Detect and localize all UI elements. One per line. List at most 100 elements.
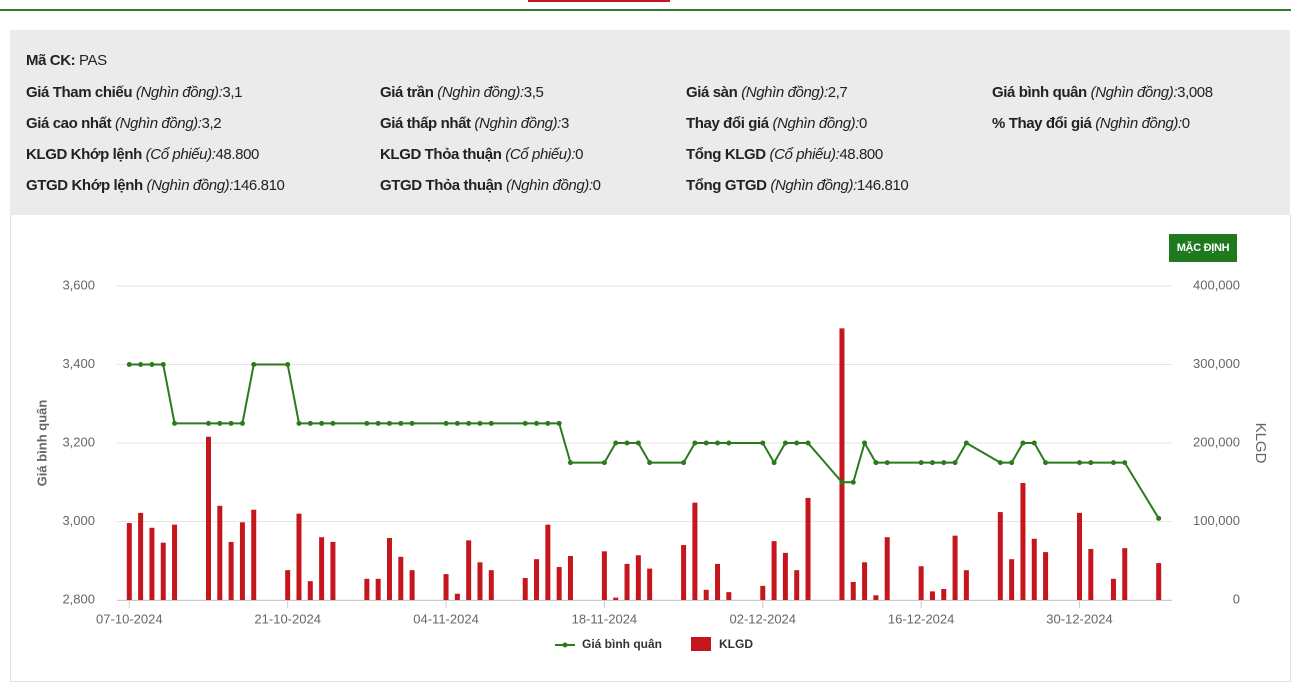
x-tick-label: 21-10-2024 xyxy=(254,611,321,626)
y2-tick-label: 400,000 xyxy=(1193,277,1240,292)
info-unit: (Cổ phiếu): xyxy=(769,146,840,163)
info-value: 48.800 xyxy=(215,146,259,163)
bar xyxy=(1122,548,1128,600)
info-cell: % Thay đổi giá (Nghìn đồng):0 xyxy=(992,115,1190,132)
point xyxy=(601,460,607,466)
point xyxy=(692,440,698,446)
bar xyxy=(918,566,924,600)
legend-symbol xyxy=(691,637,711,651)
info-label: KLGD Khớp lệnh xyxy=(26,146,142,163)
default-button[interactable]: MẶC ĐỊNH xyxy=(1169,234,1237,262)
point xyxy=(364,420,370,426)
bar xyxy=(952,535,958,600)
info-cell: Giá sàn (Nghìn đồng):2,7 xyxy=(686,84,848,101)
point xyxy=(760,440,766,446)
info-label: % Thay đổi giá xyxy=(992,115,1092,132)
y2-axis-title: KLGD xyxy=(1252,423,1269,464)
bar xyxy=(160,542,166,600)
bar xyxy=(1009,559,1015,600)
info-unit: (Nghìn đồng): xyxy=(135,84,223,101)
info-label: Giá thấp nhất xyxy=(380,115,471,132)
point xyxy=(522,420,528,426)
info-value: 48.800 xyxy=(839,146,883,163)
bar xyxy=(1031,538,1037,600)
bar xyxy=(1156,563,1162,600)
point xyxy=(454,420,460,426)
bar xyxy=(613,597,619,600)
x-tick-label: 18-11-2024 xyxy=(572,611,638,626)
bar xyxy=(862,562,868,600)
info-cell: Giá cao nhất (Nghìn đồng):3,2 xyxy=(26,115,222,132)
info-cell: Thay đổi giá (Nghìn đồng):0 xyxy=(686,115,867,132)
point xyxy=(771,460,777,466)
bar xyxy=(1110,578,1116,600)
bar xyxy=(1043,552,1049,600)
bar xyxy=(466,540,472,600)
info-value: 2,7 xyxy=(827,84,848,101)
info-label: Giá sàn xyxy=(686,84,738,101)
point xyxy=(296,420,302,426)
info-cell: GTGD Khớp lệnh (Nghìn đồng):146.810 xyxy=(26,177,285,194)
bar xyxy=(601,551,607,600)
y-tick-label: 3,200 xyxy=(62,434,95,449)
y2-tick-label: 100,000 xyxy=(1193,513,1240,528)
info-unit: (Nghìn đồng): xyxy=(437,84,524,101)
line xyxy=(129,363,1160,519)
point xyxy=(1077,460,1083,466)
point xyxy=(624,440,630,446)
info-value: 3,5 xyxy=(523,84,544,101)
info-value: 146.810 xyxy=(233,177,285,194)
point xyxy=(307,420,313,426)
legend-label: KLGD xyxy=(719,637,753,651)
point xyxy=(567,460,573,466)
info-value: 3,008 xyxy=(1177,84,1213,101)
bar xyxy=(884,537,890,600)
info-unit: (Nghìn đồng): xyxy=(146,177,234,194)
info-value: 0 xyxy=(592,177,601,194)
point xyxy=(239,420,245,426)
point xyxy=(884,460,890,466)
bar xyxy=(138,512,144,600)
info-value: 146.810 xyxy=(856,177,909,194)
point xyxy=(613,440,619,446)
bar xyxy=(488,570,494,600)
info-cell: GTGD Thỏa thuận (Nghìn đồng):0 xyxy=(380,177,601,194)
info-value: 0 xyxy=(575,146,584,163)
point xyxy=(794,440,800,446)
y-tick-label: 3,400 xyxy=(62,356,95,371)
bar xyxy=(545,524,551,600)
bar xyxy=(839,328,845,600)
point xyxy=(850,479,856,485)
bar xyxy=(929,591,935,600)
bar xyxy=(454,593,460,600)
point xyxy=(929,460,935,466)
bar xyxy=(296,513,302,600)
bar xyxy=(635,555,641,600)
legend-symbol xyxy=(562,642,568,648)
point xyxy=(952,460,958,466)
point xyxy=(443,420,449,426)
bar xyxy=(319,537,325,600)
bar xyxy=(386,537,392,600)
info-label: GTGD Khớp lệnh xyxy=(26,177,143,194)
info-value: 0 xyxy=(1181,115,1190,132)
y2-tick-label: 0 xyxy=(1233,591,1240,606)
bar xyxy=(681,545,687,600)
bar xyxy=(251,509,257,600)
info-label: Tổng GTGD xyxy=(686,177,767,194)
point xyxy=(375,420,381,426)
point xyxy=(172,420,178,426)
bar xyxy=(726,592,732,600)
y-tick-label: 2,800 xyxy=(62,591,95,606)
x-tick-label: 07-10-2024 xyxy=(96,611,163,626)
info-cell: Mã CK: PAS xyxy=(26,52,107,69)
point xyxy=(805,440,811,446)
point xyxy=(681,460,687,466)
y-tick-label: 3,000 xyxy=(62,513,95,528)
bar xyxy=(850,581,856,600)
info-unit: (Nghìn đồng): xyxy=(741,84,828,101)
bar xyxy=(364,578,370,600)
bar xyxy=(760,585,766,600)
